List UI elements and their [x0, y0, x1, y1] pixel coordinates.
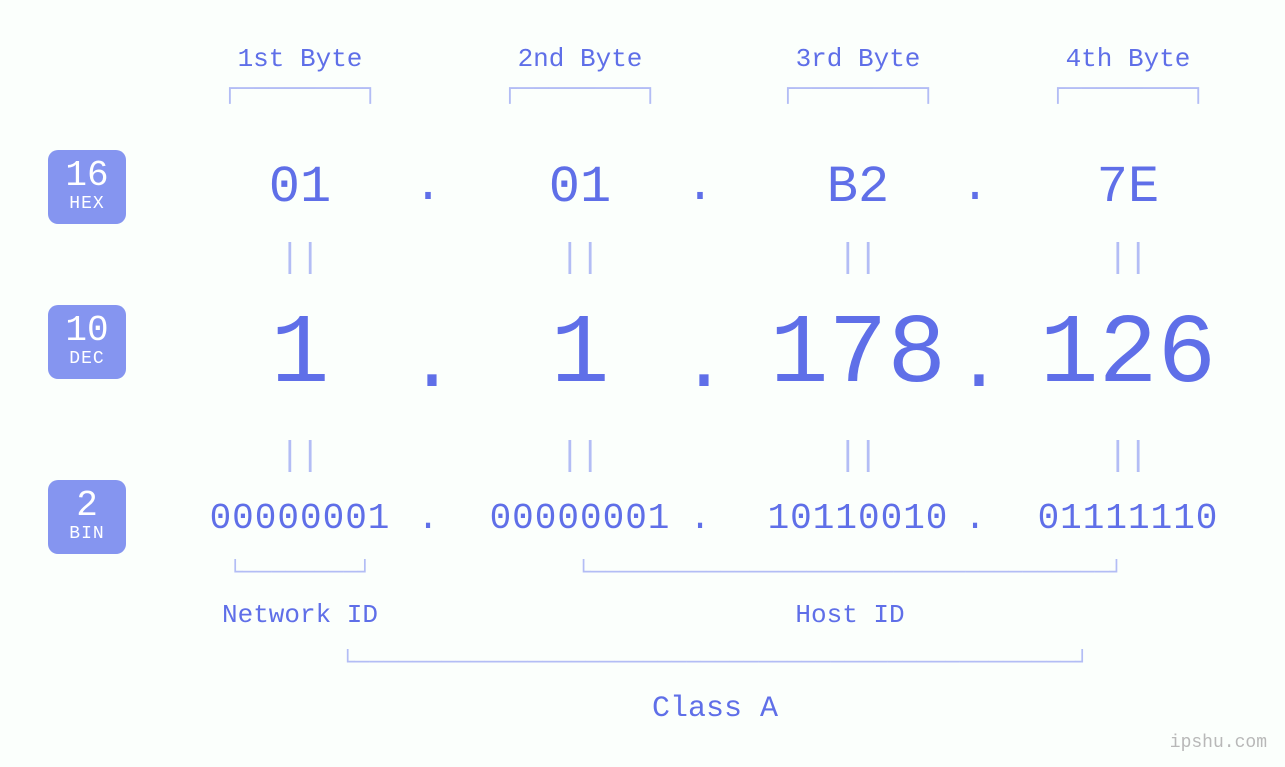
equals-icon: ||	[185, 438, 415, 476]
bin-byte-1: 00000001	[170, 498, 430, 539]
badge-number: 10	[48, 313, 126, 349]
dot-separator: .	[680, 498, 720, 539]
dot-separator: .	[955, 160, 995, 214]
dec-byte-2: 1	[450, 300, 710, 411]
class-label: Class A	[180, 692, 1250, 726]
dot-separator: .	[955, 320, 995, 411]
dot-separator: .	[408, 160, 448, 214]
equals-icon: ||	[1013, 438, 1243, 476]
dec-byte-3: 178	[728, 300, 988, 411]
base-badge-dec: 10 DEC	[48, 305, 126, 379]
badge-label: DEC	[48, 349, 126, 369]
hex-byte-4: 7E	[1013, 158, 1243, 217]
base-badge-bin: 2 BIN	[48, 480, 126, 554]
class-bracket: └───────────────────────────────────────…	[180, 650, 1250, 677]
equals-icon: ||	[465, 240, 695, 278]
badge-number: 16	[48, 158, 126, 194]
dot-separator: .	[408, 498, 448, 539]
network-id-label: Network ID	[185, 600, 415, 630]
dot-separator: .	[680, 320, 720, 411]
network-id-bracket: └────────┘	[185, 560, 415, 587]
badge-label: HEX	[48, 194, 126, 214]
dot-separator: .	[408, 320, 448, 411]
dec-byte-4: 126	[998, 300, 1258, 411]
equals-icon: ||	[743, 438, 973, 476]
equals-icon: ||	[465, 438, 695, 476]
byte-label-1: 1st Byte	[185, 44, 415, 74]
byte-label-3: 3rd Byte	[743, 44, 973, 74]
byte-label-2: 2nd Byte	[465, 44, 695, 74]
equals-icon: ||	[743, 240, 973, 278]
top-bracket: ┌────────┐	[185, 74, 415, 104]
bin-byte-2: 00000001	[450, 498, 710, 539]
dot-separator: .	[955, 498, 995, 539]
top-bracket: ┌────────┐	[465, 74, 695, 104]
hex-byte-2: 01	[465, 158, 695, 217]
badge-number: 2	[48, 488, 126, 524]
byte-label-4: 4th Byte	[1013, 44, 1243, 74]
equals-icon: ||	[1013, 240, 1243, 278]
badge-label: BIN	[48, 524, 126, 544]
base-badge-hex: 16 HEX	[48, 150, 126, 224]
hex-byte-1: 01	[185, 158, 415, 217]
bin-byte-4: 01111110	[998, 498, 1258, 539]
host-id-bracket: └────────────────────────────────────┘	[450, 560, 1250, 587]
top-bracket: ┌────────┐	[743, 74, 973, 104]
host-id-label: Host ID	[450, 600, 1250, 630]
dec-byte-1: 1	[170, 300, 430, 411]
watermark: ipshu.com	[1170, 733, 1267, 753]
top-bracket: ┌────────┐	[1013, 74, 1243, 104]
dot-separator: .	[680, 160, 720, 214]
equals-icon: ||	[185, 240, 415, 278]
hex-byte-3: B2	[743, 158, 973, 217]
bin-byte-3: 10110010	[728, 498, 988, 539]
